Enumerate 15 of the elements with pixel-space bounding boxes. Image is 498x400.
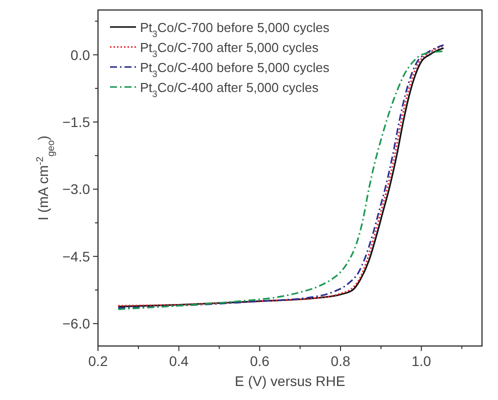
y-tick-label: −1.5: [62, 114, 90, 130]
y-tick-label: −4.5: [62, 248, 90, 264]
x-tick-label: 0.4: [169, 353, 189, 369]
x-tick-label: 0.8: [330, 353, 350, 369]
legend-label: Pt$_{3}$Co/C-400 before 5,000 cycles: [140, 60, 330, 79]
legend-label: Pt$_{3}$Co/C-400 after 5,000 cycles: [140, 80, 319, 99]
x-tick-label: 0.2: [88, 353, 108, 369]
x-axis-title: E (V) versus RHE: [234, 373, 346, 389]
y-tick-label: −3.0: [62, 181, 90, 198]
legend-label: Pt$_{3}$Co/C-700 after 5,000 cycles: [140, 40, 319, 59]
x-tick-label: 1.0: [412, 353, 432, 369]
y-tick-label: 0.0: [70, 46, 90, 63]
y-tick-label: −6.0: [62, 316, 90, 332]
x-tick-label: 0.6: [250, 353, 270, 369]
legend-label: Pt$_{3}$Co/C-700 before 5,000 cycles: [140, 20, 330, 39]
